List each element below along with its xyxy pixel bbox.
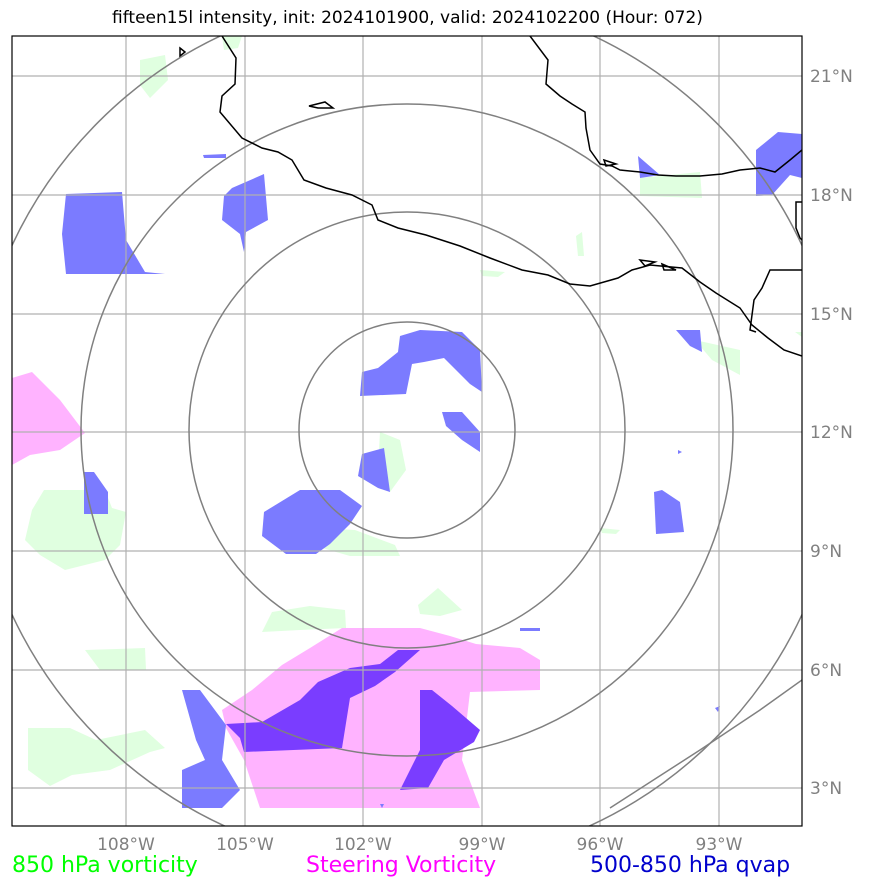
lon-label: 108°W bbox=[97, 835, 155, 855]
latitude-labels: 21°N 18°N 15°N 12°N 9°N 6°N 3°N bbox=[810, 67, 853, 799]
vorticity-patch bbox=[576, 232, 584, 256]
vorticity-patch bbox=[25, 490, 126, 570]
lon-label: 93°W bbox=[696, 835, 743, 855]
lat-label: 15°N bbox=[810, 305, 853, 325]
qvap-patch bbox=[756, 132, 802, 196]
qvap-patch bbox=[360, 330, 482, 396]
steering-patch bbox=[12, 372, 85, 465]
qvap-patch bbox=[262, 490, 362, 554]
overlap-patch bbox=[226, 650, 420, 752]
vorticity-patch bbox=[222, 36, 242, 50]
track-line bbox=[609, 679, 802, 809]
lat-label: 3°N bbox=[810, 779, 842, 799]
qvap-patch bbox=[203, 154, 226, 158]
lon-label: 102°W bbox=[334, 835, 392, 855]
map-layers bbox=[12, 36, 802, 826]
range-rings bbox=[12, 36, 802, 826]
qvap-patch bbox=[676, 330, 702, 352]
lon-label: 105°W bbox=[216, 835, 274, 855]
lon-label: 99°W bbox=[459, 835, 506, 855]
qvap-patch bbox=[380, 804, 384, 808]
map-title: fifteen15l intensity, init: 2024101900, … bbox=[112, 8, 703, 28]
coastline bbox=[179, 36, 802, 357]
lat-label: 21°N bbox=[810, 67, 853, 87]
vorticity-patch bbox=[480, 270, 505, 277]
qvap-patch bbox=[358, 448, 390, 492]
longitude-labels: 108°W 105°W 102°W 99°W 96°W 93°W bbox=[97, 835, 743, 855]
legend-850-vorticity: 850 hPa vorticity bbox=[12, 853, 198, 878]
vorticity-patch bbox=[600, 528, 620, 534]
qvap-patch bbox=[678, 450, 682, 454]
lat-label: 18°N bbox=[810, 186, 853, 206]
vorticity-patch bbox=[28, 728, 165, 786]
qvap-patch bbox=[62, 192, 165, 274]
steering-vorticity-layer bbox=[12, 372, 540, 808]
qvap-layer bbox=[62, 132, 802, 808]
qvap-patch bbox=[520, 628, 540, 631]
range-ring bbox=[188, 211, 626, 649]
lon-label: 96°W bbox=[577, 835, 624, 855]
overlap-patch bbox=[400, 690, 480, 790]
qvap-patch bbox=[654, 490, 684, 534]
vorticity-patch bbox=[695, 340, 740, 375]
lat-label: 9°N bbox=[810, 542, 842, 562]
vorticity-patch bbox=[640, 172, 702, 198]
legend-qvap: 500-850 hPa qvap bbox=[590, 853, 791, 878]
overlap-layer bbox=[226, 650, 480, 790]
qvap-patch bbox=[182, 690, 240, 808]
range-ring bbox=[298, 321, 516, 539]
lat-label: 12°N bbox=[810, 423, 853, 443]
range-ring bbox=[80, 103, 734, 757]
vorticity-patch bbox=[795, 332, 802, 337]
steering-patch bbox=[222, 628, 540, 808]
graticule bbox=[12, 36, 802, 826]
vorticity-patch bbox=[418, 588, 462, 616]
vorticity-patch bbox=[85, 648, 146, 670]
vorticity-patch bbox=[262, 606, 346, 632]
map-frame bbox=[11, 35, 803, 827]
lat-label: 6°N bbox=[810, 661, 842, 681]
legend-steering-vorticity: Steering Vorticity bbox=[306, 853, 497, 878]
